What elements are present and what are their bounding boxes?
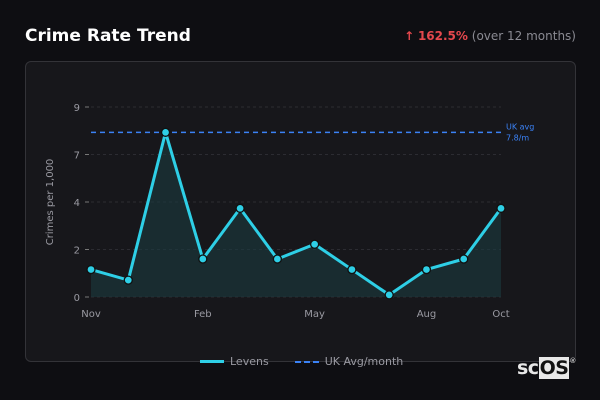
page-title: Crime Rate Trend: [25, 26, 191, 46]
data-point-dec: [123, 275, 133, 285]
arrow-up-icon: ↑: [404, 29, 415, 43]
data-point-oct: [496, 203, 506, 213]
trend-change: ↑ 162.5% (over 12 months): [404, 29, 576, 43]
data-point-aug: [421, 264, 432, 275]
y-axis-label: Crimes per 1,000: [45, 159, 56, 246]
uk-avg-value: 7.8/m: [506, 133, 529, 142]
data-point-jan: [160, 127, 171, 137]
legend-swatch-dashed: [294, 360, 319, 363]
legend-item-uk-avg[interactable]: UK Avg/month: [294, 355, 404, 368]
data-point-feb: [198, 254, 208, 264]
x-tick-label: Oct: [492, 309, 509, 320]
x-tick-label: May: [304, 309, 325, 320]
data-point-nov: [86, 264, 96, 275]
legend: Levens UK Avg/month: [200, 355, 421, 368]
y-tick-label: 4: [74, 198, 80, 209]
x-tick-label: Feb: [194, 309, 212, 320]
scos-logo: scOS®: [517, 357, 576, 379]
data-point-jun: [347, 264, 357, 275]
data-point-apr: [272, 254, 283, 264]
y-tick-label: 9: [74, 103, 80, 114]
y-tick-label: 2: [74, 246, 80, 257]
data-point-jul: [384, 290, 394, 300]
legend-label: Levens: [230, 355, 269, 368]
legend-label: UK Avg/month: [324, 355, 404, 368]
y-tick-label: 7: [74, 151, 80, 162]
series-area: [91, 132, 501, 297]
x-tick-label: Aug: [417, 309, 437, 320]
series-line-levens: [90, 130, 503, 297]
legend-item-levens[interactable]: Levens: [200, 355, 269, 368]
change-percent: 162.5%: [417, 29, 468, 43]
chart-card: [25, 61, 576, 362]
change-period: (over 12 months): [471, 29, 576, 43]
y-tick-label: 0: [74, 293, 80, 304]
data-point-may: [309, 239, 320, 249]
data-point-mar: [235, 203, 245, 213]
data-point-sep: [459, 254, 469, 264]
legend-swatch-solid: [200, 360, 224, 363]
uk-avg-label: UK avg: [506, 122, 534, 131]
x-tick-label: Nov: [81, 309, 101, 320]
